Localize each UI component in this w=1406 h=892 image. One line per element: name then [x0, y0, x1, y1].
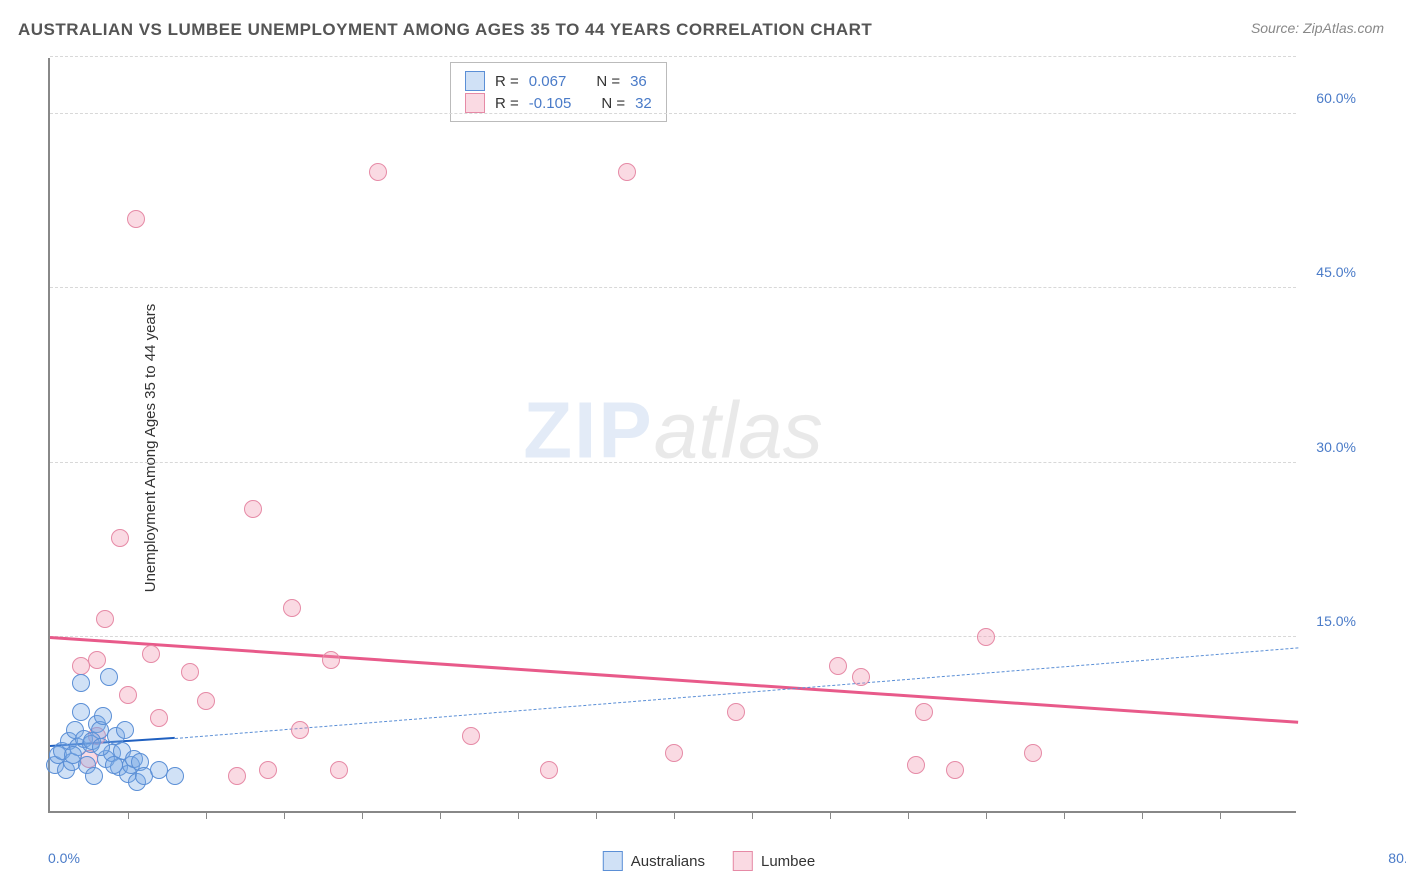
point-lumbee: [915, 703, 933, 721]
point-australians: [85, 767, 103, 785]
point-lumbee: [96, 610, 114, 628]
point-australians: [92, 738, 110, 756]
x-tick: [206, 811, 207, 819]
point-lumbee: [829, 657, 847, 675]
point-lumbee: [977, 628, 995, 646]
point-lumbee: [88, 651, 106, 669]
point-lumbee: [618, 163, 636, 181]
point-lumbee: [946, 761, 964, 779]
legend-item-australians: Australians: [603, 851, 705, 871]
trend-line: [50, 636, 1298, 724]
gridline: [50, 462, 1296, 463]
point-lumbee: [119, 686, 137, 704]
x-tick: [986, 811, 987, 819]
x-tick: [908, 811, 909, 819]
point-australians: [166, 767, 184, 785]
watermark-atlas: atlas: [654, 385, 823, 474]
point-lumbee: [665, 744, 683, 762]
y-tick-label: 45.0%: [1316, 264, 1356, 280]
x-axis-max-label: 80.0%: [1388, 850, 1406, 866]
point-australians: [72, 674, 90, 692]
stat-n-label: N =: [601, 95, 625, 112]
x-axis-min-label: 0.0%: [48, 850, 80, 866]
point-lumbee: [1024, 744, 1042, 762]
point-lumbee: [142, 645, 160, 663]
trend-line: [175, 647, 1298, 739]
x-tick: [128, 811, 129, 819]
point-lumbee: [259, 761, 277, 779]
point-lumbee: [330, 761, 348, 779]
point-lumbee: [369, 163, 387, 181]
stat-r-label: R =: [495, 95, 519, 112]
gridline: [50, 287, 1296, 288]
point-lumbee: [291, 721, 309, 739]
stats-row-lumbee: R = -0.105 N = 32: [465, 93, 652, 113]
point-lumbee: [540, 761, 558, 779]
swatch-australians-icon: [603, 851, 623, 871]
x-tick: [596, 811, 597, 819]
point-lumbee: [727, 703, 745, 721]
gridline: [50, 113, 1296, 114]
stats-row-australians: R = 0.067 N = 36: [465, 71, 652, 91]
stat-n-label: N =: [596, 73, 620, 90]
point-australians: [105, 756, 123, 774]
swatch-lumbee-icon: [465, 93, 485, 113]
x-tick: [1142, 811, 1143, 819]
point-lumbee: [322, 651, 340, 669]
x-tick: [284, 811, 285, 819]
point-australians: [116, 721, 134, 739]
x-tick: [674, 811, 675, 819]
y-tick-label: 30.0%: [1316, 439, 1356, 455]
x-tick: [1220, 811, 1221, 819]
swatch-australians-icon: [465, 71, 485, 91]
point-lumbee: [127, 210, 145, 228]
legend-label-australians: Australians: [631, 853, 705, 870]
point-lumbee: [111, 529, 129, 547]
stat-r-lumbee: -0.105: [529, 95, 572, 112]
point-lumbee: [283, 599, 301, 617]
stat-n-lumbee: 32: [635, 95, 652, 112]
stat-r-australians: 0.067: [529, 73, 567, 90]
point-lumbee: [181, 663, 199, 681]
legend: Australians Lumbee: [603, 851, 815, 871]
legend-item-lumbee: Lumbee: [733, 851, 815, 871]
stat-r-label: R =: [495, 73, 519, 90]
gridline: [50, 636, 1296, 637]
plot-area: ZIPatlas R = 0.067 N = 36 R = -0.105 N =…: [48, 58, 1296, 813]
legend-label-lumbee: Lumbee: [761, 853, 815, 870]
point-australians: [100, 668, 118, 686]
x-tick: [440, 811, 441, 819]
source-attribution: Source: ZipAtlas.com: [1251, 20, 1384, 36]
point-lumbee: [907, 756, 925, 774]
point-australians: [64, 746, 82, 764]
point-australians: [72, 703, 90, 721]
x-tick: [518, 811, 519, 819]
chart-container: Unemployment Among Ages 35 to 44 years Z…: [48, 58, 1370, 838]
stat-n-australians: 36: [630, 73, 647, 90]
y-tick-label: 15.0%: [1316, 613, 1356, 629]
chart-title: AUSTRALIAN VS LUMBEE UNEMPLOYMENT AMONG …: [18, 20, 872, 40]
point-australians: [94, 707, 112, 725]
watermark-zip: ZIP: [523, 385, 653, 474]
point-lumbee: [244, 500, 262, 518]
point-lumbee: [852, 668, 870, 686]
point-lumbee: [228, 767, 246, 785]
point-lumbee: [150, 709, 168, 727]
x-tick: [362, 811, 363, 819]
point-lumbee: [197, 692, 215, 710]
x-tick: [830, 811, 831, 819]
x-tick: [1064, 811, 1065, 819]
x-tick: [752, 811, 753, 819]
point-lumbee: [462, 727, 480, 745]
y-tick-label: 60.0%: [1316, 90, 1356, 106]
swatch-lumbee-icon: [733, 851, 753, 871]
